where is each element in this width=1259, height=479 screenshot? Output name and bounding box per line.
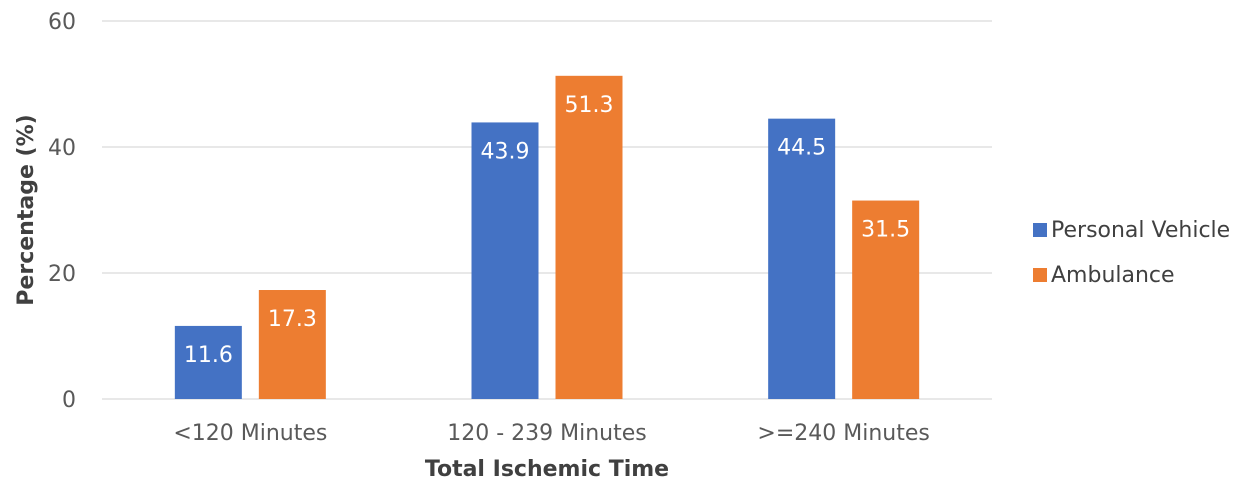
bar-ambulance bbox=[555, 75, 623, 399]
y-axis-ticks: 0 20 40 60 bbox=[48, 10, 76, 413]
bar-personal-vehicle bbox=[768, 118, 836, 400]
data-label: 44.5 bbox=[777, 136, 826, 161]
y-tick-label: 20 bbox=[48, 262, 76, 287]
bar-ambulance bbox=[852, 200, 920, 399]
legend-swatch bbox=[1033, 268, 1047, 282]
x-tick-label: 120 - 239 Minutes bbox=[447, 421, 647, 446]
legend: Personal Vehicle Ambulance bbox=[1033, 218, 1230, 288]
y-tick-label: 40 bbox=[48, 136, 76, 161]
data-label: 43.9 bbox=[481, 139, 530, 164]
data-label: 31.5 bbox=[861, 218, 910, 243]
bars bbox=[174, 75, 920, 400]
x-tick-label: <120 Minutes bbox=[173, 421, 327, 446]
legend-label: Ambulance bbox=[1051, 263, 1175, 288]
data-label: 51.3 bbox=[565, 93, 614, 118]
x-axis-ticks: <120 Minutes 120 - 239 Minutes >=240 Minut… bbox=[173, 421, 930, 446]
bar-ambulance bbox=[258, 290, 326, 399]
x-tick-label: >=240 Minutes bbox=[757, 421, 929, 446]
data-label: 17.3 bbox=[268, 307, 317, 332]
data-label: 11.6 bbox=[184, 343, 233, 368]
y-tick-label: 60 bbox=[48, 10, 76, 35]
y-axis-title: Percentage (%) bbox=[14, 114, 39, 305]
gridlines bbox=[102, 20, 992, 400]
bar-personal-vehicle bbox=[174, 325, 242, 399]
y-tick-label: 0 bbox=[62, 388, 76, 413]
legend-swatch bbox=[1033, 223, 1047, 237]
bar-personal-vehicle bbox=[471, 122, 539, 400]
x-axis-title: Total Ischemic Time bbox=[425, 457, 669, 479]
legend-label: Personal Vehicle bbox=[1051, 218, 1230, 243]
data-labels: 11.6 17.3 43.9 51.3 44.5 31.5 bbox=[184, 93, 910, 368]
